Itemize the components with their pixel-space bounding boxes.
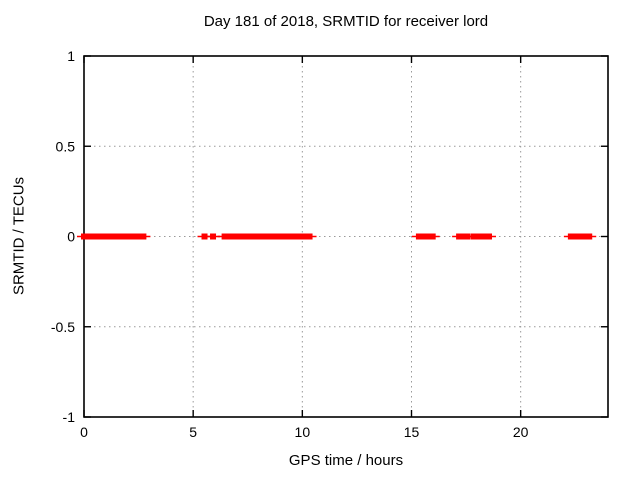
data-segment <box>576 233 593 240</box>
data-point <box>201 233 208 240</box>
y-axis-label: SRMTID / TECUs <box>10 176 28 296</box>
data-point <box>210 233 217 240</box>
x-tick-label: 10 <box>295 424 311 440</box>
data-segment <box>221 233 303 240</box>
chart-title: Day 181 of 2018, SRMTID for receiver lor… <box>203 13 489 30</box>
x-tick-label: 15 <box>404 424 420 440</box>
y-tick-label: 0.5 <box>56 138 76 154</box>
data-segment <box>81 233 109 240</box>
data-segment <box>470 233 493 240</box>
x-tick-label: 0 <box>80 424 88 440</box>
data-segment <box>105 233 147 240</box>
y-tick-label: -0.5 <box>51 319 75 335</box>
data-segment <box>456 233 471 240</box>
data-segment <box>297 233 313 240</box>
y-tick-label: 0 <box>67 229 75 245</box>
x-tick-label: 20 <box>513 424 529 440</box>
data-segment <box>415 233 436 240</box>
x-tick-label: 5 <box>189 424 197 440</box>
y-tick-label: -1 <box>63 409 76 425</box>
y-tick-label: 1 <box>67 48 75 64</box>
x-axis-label: GPS time / hours <box>288 452 404 469</box>
